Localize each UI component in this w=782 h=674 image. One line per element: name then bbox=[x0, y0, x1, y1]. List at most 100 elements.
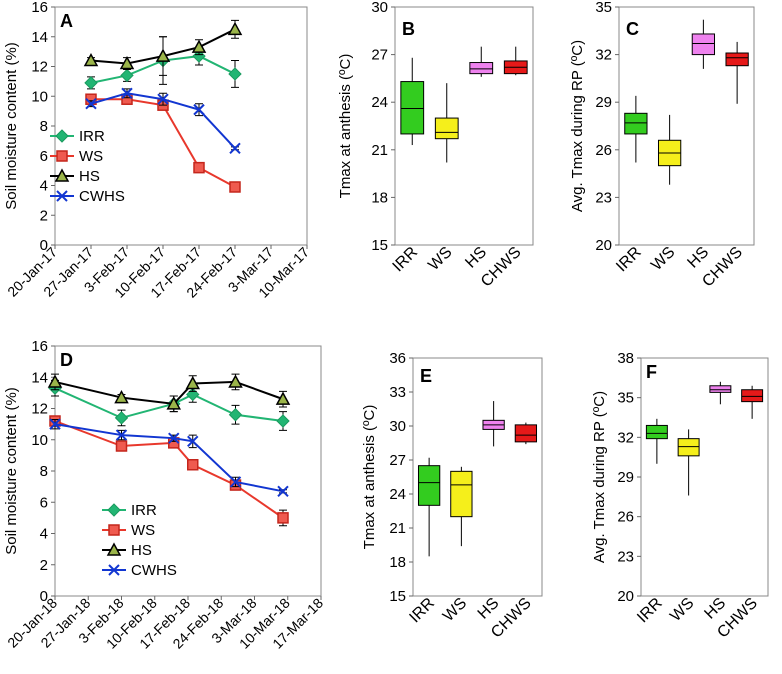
y-tick-label: 26 bbox=[617, 509, 634, 526]
marker-diamond bbox=[114, 411, 129, 425]
y-axis-label: Tmax at anthesis (ºC) bbox=[337, 54, 354, 199]
panel-label: F bbox=[646, 362, 657, 382]
marker-square bbox=[187, 459, 199, 471]
legend-label-ws: WS bbox=[79, 148, 103, 165]
category-label: IRR bbox=[406, 595, 438, 627]
marker-square bbox=[115, 440, 128, 452]
plot-frame bbox=[412, 357, 543, 597]
y-axis-label: Avg. Tmax during RP (ºC) bbox=[569, 40, 586, 212]
box-irr bbox=[624, 112, 648, 135]
y-tick-label: 2 bbox=[40, 557, 48, 574]
y-tick-label: 30 bbox=[371, 0, 388, 16]
marker-x bbox=[49, 418, 61, 430]
y-axis-label: Soil moisture content (%) bbox=[3, 387, 20, 555]
marker-triangle bbox=[166, 396, 182, 410]
marker-triangle bbox=[191, 39, 207, 53]
y-tick-label: 6 bbox=[40, 148, 48, 165]
category-label: WS bbox=[667, 595, 697, 625]
y-tick-label: 12 bbox=[31, 401, 48, 418]
box-ws bbox=[434, 117, 459, 140]
category-label: IRR bbox=[634, 595, 666, 627]
marker-x bbox=[168, 432, 180, 444]
y-tick-label: 29 bbox=[617, 469, 634, 486]
marker-x bbox=[193, 103, 205, 116]
y-tick-label: 18 bbox=[389, 554, 406, 571]
y-tick-label: 32 bbox=[617, 429, 634, 446]
y-tick-label: 14 bbox=[31, 29, 48, 46]
legend-label-cwhs: CWHS bbox=[79, 188, 125, 205]
panel-E: 15 18 21 24 27 30 33 36 Tmax at anthesis (ºC) E IR… bbox=[361, 350, 543, 641]
y-tick-label: 4 bbox=[40, 178, 48, 195]
y-tick-label: 27 bbox=[389, 452, 406, 469]
y-tick-label: 20 bbox=[595, 237, 612, 254]
marker-x bbox=[229, 476, 242, 488]
y-tick-label: 15 bbox=[371, 237, 388, 254]
box-ws bbox=[677, 438, 700, 457]
panel-label: C bbox=[626, 19, 639, 39]
marker-x bbox=[56, 190, 68, 202]
category-label: WS bbox=[425, 244, 455, 274]
marker-square bbox=[108, 524, 120, 536]
marker-triangle bbox=[106, 542, 122, 556]
marker-square bbox=[229, 181, 241, 193]
box-ws bbox=[450, 470, 473, 518]
series-line-irr bbox=[54, 387, 284, 422]
series-line-hs bbox=[54, 380, 284, 405]
y-axis-label: Soil moisture content (%) bbox=[3, 42, 20, 210]
y-tick-label: 33 bbox=[389, 384, 406, 401]
marker-diamond bbox=[120, 68, 134, 83]
panel-label: D bbox=[60, 350, 73, 370]
panel-B: 15 18 21 24 27 30 Tmax at anthesis (ºC) B IRR WS H… bbox=[337, 0, 534, 290]
y-axis-label: Avg. Tmax during RP (ºC) bbox=[591, 391, 608, 563]
marker-triangle bbox=[83, 52, 99, 67]
box-hs bbox=[691, 33, 716, 56]
marker-x bbox=[229, 142, 241, 155]
y-tick-label: 35 bbox=[595, 0, 612, 16]
marker-x bbox=[108, 564, 120, 576]
box-irr bbox=[645, 424, 668, 440]
y-tick-label: 26 bbox=[595, 142, 612, 159]
box-chws bbox=[741, 389, 764, 403]
y-tick-label: 14 bbox=[31, 369, 48, 386]
plot-frame bbox=[618, 6, 755, 246]
y-tick-label: 8 bbox=[40, 118, 48, 135]
panel-label: E bbox=[420, 366, 432, 386]
y-tick-label: 18 bbox=[371, 189, 388, 206]
y-tick-label: 0 bbox=[40, 237, 48, 254]
plot-frame bbox=[54, 6, 308, 246]
marker-diamond bbox=[276, 414, 290, 428]
plot-frame bbox=[54, 345, 322, 597]
y-tick-label: 35 bbox=[617, 390, 634, 407]
marker-triangle bbox=[47, 374, 63, 388]
series-line-ws bbox=[91, 98, 236, 188]
y-tick-label: 36 bbox=[389, 350, 406, 367]
category-label: WS bbox=[440, 595, 470, 625]
box-irr bbox=[400, 81, 425, 135]
category-label: IRR bbox=[613, 244, 645, 276]
legend-label-hs: HS bbox=[79, 168, 100, 185]
marker-x bbox=[121, 87, 133, 99]
legend-label-irr: IRR bbox=[131, 502, 157, 519]
marker-x bbox=[277, 485, 289, 498]
category-label: IRR bbox=[390, 244, 422, 276]
box-irr bbox=[417, 465, 441, 506]
marker-square bbox=[56, 150, 68, 162]
marker-diamond bbox=[84, 76, 98, 90]
box-hs bbox=[469, 62, 494, 75]
y-tick-label: 38 bbox=[617, 350, 634, 367]
marker-triangle bbox=[275, 391, 291, 405]
y-tick-label: 27 bbox=[371, 47, 388, 64]
y-tick-label: 32 bbox=[595, 47, 612, 64]
y-tick-label: 6 bbox=[40, 494, 48, 511]
marker-x bbox=[85, 97, 97, 110]
box-chws bbox=[725, 52, 749, 67]
y-tick-label: 12 bbox=[31, 59, 48, 76]
panel-F: 20 23 26 29 32 35 38 Avg. Tmax during RP (ºC) F I… bbox=[591, 350, 769, 641]
y-tick-label: 23 bbox=[617, 548, 634, 565]
series-line-ws bbox=[54, 420, 284, 519]
y-tick-label: 16 bbox=[31, 0, 48, 16]
y-tick-label: 8 bbox=[40, 463, 48, 480]
marker-diamond bbox=[192, 49, 206, 63]
y-tick-label: 21 bbox=[371, 142, 388, 159]
